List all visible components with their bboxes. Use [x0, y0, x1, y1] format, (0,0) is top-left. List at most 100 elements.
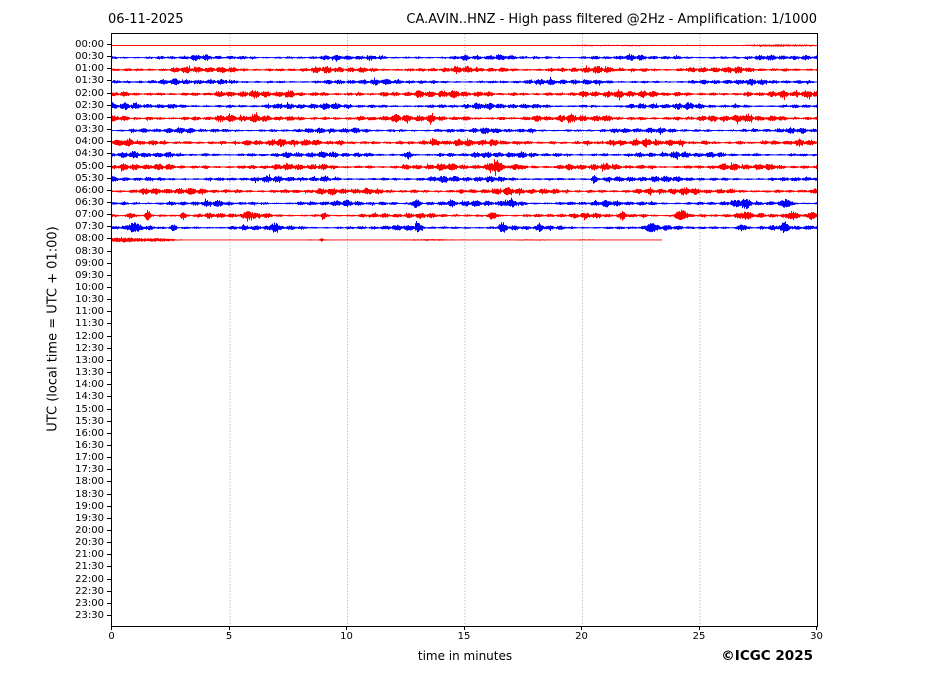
y-tick-label: 19:30 — [75, 512, 104, 524]
y-tick-label: 05:00 — [75, 160, 104, 172]
y-tick — [107, 104, 111, 106]
y-tick-label: 11:30 — [75, 318, 104, 330]
copyright: ©ICGC 2025 — [721, 648, 813, 664]
y-tick — [107, 311, 111, 313]
x-tick — [581, 626, 582, 630]
x-tick — [816, 626, 817, 630]
y-tick — [107, 250, 111, 252]
helicorder-canvas — [112, 34, 817, 626]
y-tick-label: 09:30 — [75, 269, 104, 281]
y-tick-label: 06:00 — [75, 184, 104, 196]
y-tick-label: 21:30 — [75, 561, 104, 573]
y-tick-label: 08:00 — [75, 233, 104, 245]
y-tick-label: 15:00 — [75, 403, 104, 415]
x-tick-label: 25 — [692, 631, 706, 642]
y-tick — [107, 201, 111, 203]
y-tick-label: 03:00 — [75, 111, 104, 123]
y-tick — [107, 372, 111, 374]
y-tick — [107, 542, 111, 544]
y-tick-label: 12:30 — [75, 342, 104, 354]
y-tick — [107, 578, 111, 580]
y-tick-label: 02:00 — [75, 87, 104, 99]
y-tick-label: 22:30 — [75, 585, 104, 597]
x-axis-label: time in minutes — [417, 649, 513, 663]
y-tick — [107, 141, 111, 143]
y-tick — [107, 323, 111, 325]
y-tick — [107, 262, 111, 264]
y-tick-label: 16:00 — [75, 427, 104, 439]
y-tick — [107, 444, 111, 446]
y-tick — [107, 505, 111, 507]
y-tick — [107, 602, 111, 604]
y-tick-label: 07:30 — [75, 221, 104, 233]
y-tick — [107, 493, 111, 495]
y-tick-label: 02:30 — [75, 99, 104, 111]
plot-area — [111, 33, 818, 627]
y-tick-label: 03:30 — [75, 124, 104, 136]
y-tick-label: 14:00 — [75, 379, 104, 391]
y-tick-label: 08:30 — [75, 245, 104, 257]
y-tick-label: 06:30 — [75, 196, 104, 208]
y-tick — [107, 189, 111, 191]
y-tick-label: 20:00 — [75, 525, 104, 536]
y-tick-label: 04:30 — [75, 148, 104, 160]
y-tick — [107, 80, 111, 82]
y-tick-label: 22:00 — [75, 573, 104, 585]
y-tick — [107, 615, 111, 617]
y-tick-label: 00:30 — [75, 51, 104, 63]
y-tick-label: 07:00 — [75, 209, 104, 221]
y-tick-label: 05:30 — [75, 172, 104, 184]
y-tick — [107, 481, 111, 483]
station-title: CA.AVIN..HNZ - High pass filtered @2Hz -… — [406, 12, 817, 27]
y-tick-label: 09:00 — [75, 257, 104, 269]
y-tick — [107, 214, 111, 216]
y-tick-label: 04:00 — [75, 136, 104, 148]
y-tick — [107, 530, 111, 531]
y-tick — [107, 408, 111, 410]
y-tick — [107, 129, 111, 131]
y-tick-label: 10:30 — [75, 294, 104, 306]
y-tick — [107, 274, 111, 276]
y-tick-label: 21:00 — [75, 549, 104, 561]
y-tick — [107, 517, 111, 519]
x-tick-label: 0 — [108, 631, 115, 642]
x-tick — [346, 626, 347, 630]
y-tick — [107, 420, 111, 422]
x-tick-label: 15 — [457, 631, 471, 642]
y-tick-label: 00:00 — [75, 39, 104, 50]
y-tick-label: 18:30 — [75, 488, 104, 500]
y-tick-label: 10:00 — [75, 282, 104, 293]
y-tick — [107, 384, 111, 386]
y-tick — [107, 335, 111, 337]
x-tick-label: 20 — [575, 631, 588, 642]
y-tick — [107, 566, 111, 568]
y-tick-label: 17:00 — [75, 452, 104, 464]
y-tick-label: 23:30 — [75, 610, 104, 622]
y-tick-label: 01:00 — [75, 63, 104, 75]
x-tick — [228, 626, 230, 630]
y-tick-label: 16:30 — [75, 439, 104, 451]
x-tick-label: 5 — [225, 631, 233, 642]
y-tick — [107, 56, 111, 58]
date-title: 06-11-2025 — [108, 12, 184, 27]
y-tick — [107, 396, 111, 398]
y-tick-label: 11:00 — [75, 306, 104, 318]
x-tick — [698, 626, 700, 630]
y-tick — [107, 68, 111, 70]
y-tick — [107, 177, 111, 179]
y-tick-label: 15:30 — [75, 415, 104, 427]
y-tick — [107, 116, 111, 118]
x-tick — [463, 626, 465, 630]
y-tick — [107, 299, 111, 301]
y-tick — [107, 432, 111, 434]
y-tick-label: 13:30 — [75, 367, 104, 379]
y-tick — [107, 590, 111, 592]
y-tick — [107, 226, 111, 228]
y-tick-label: 19:00 — [75, 500, 104, 512]
y-tick-label: 01:30 — [75, 75, 104, 87]
x-tick-label: 30 — [810, 631, 823, 642]
y-tick — [107, 457, 111, 459]
y-tick — [107, 165, 111, 167]
y-tick-label: 20:30 — [75, 537, 104, 549]
